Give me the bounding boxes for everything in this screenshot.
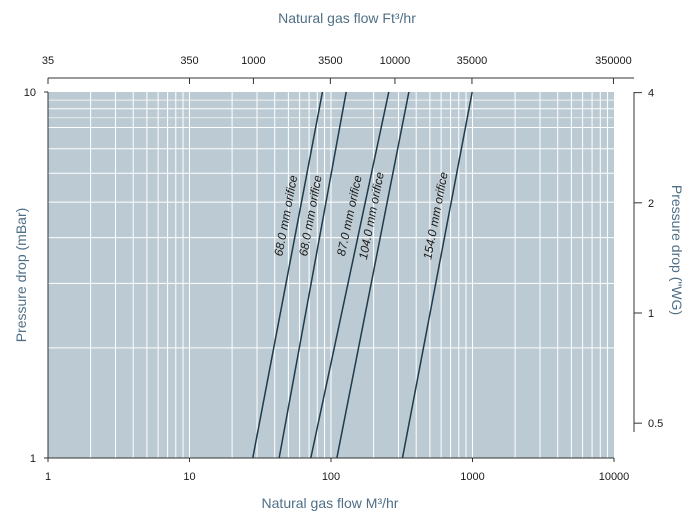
bottom-tick-label: 1000 xyxy=(460,471,484,483)
top-tick-label: 350000 xyxy=(595,55,632,67)
grid xyxy=(48,92,614,458)
bottom-tick-label: 10 xyxy=(183,471,195,483)
series-line xyxy=(310,91,390,459)
series-line xyxy=(252,91,324,459)
series-lines xyxy=(252,91,473,459)
bottom-tick-label: 1 xyxy=(45,471,51,483)
top-tick-label: 1000 xyxy=(241,55,265,67)
right-tick-label: 1 xyxy=(648,308,654,320)
top-tick-label: 35 xyxy=(42,55,54,67)
top-tick-label: 350 xyxy=(180,55,198,67)
left-axis-title: Pressure drop (mBar) xyxy=(13,208,29,343)
top-tick-label: 35000 xyxy=(457,55,488,67)
top-tick-label: 3500 xyxy=(318,55,342,67)
top-tick-label: 10000 xyxy=(380,55,411,67)
series-line xyxy=(336,91,410,459)
ticks: 35 350 1000 3500 10000 35000 350000 0.5 1 2 4 1 10 10… xyxy=(24,55,664,483)
series-line xyxy=(278,91,347,459)
bottom-tick-label: 10000 xyxy=(599,471,630,483)
top-axis-title: Natural gas flow Ft³/hr xyxy=(278,10,416,26)
right-tick-label: 2 xyxy=(648,198,654,210)
bottom-tick-label: 100 xyxy=(322,471,340,483)
left-tick-label: 1 xyxy=(30,453,36,465)
series-line xyxy=(401,91,473,459)
left-tick-label: 10 xyxy=(24,87,36,99)
right-tick-label: 4 xyxy=(648,88,654,100)
right-axis-title: Pressure drop ("WG) xyxy=(669,185,685,315)
bottom-axis-title: Natural gas flow M³/hr xyxy=(262,495,399,511)
right-tick-label: 0.5 xyxy=(648,418,663,430)
